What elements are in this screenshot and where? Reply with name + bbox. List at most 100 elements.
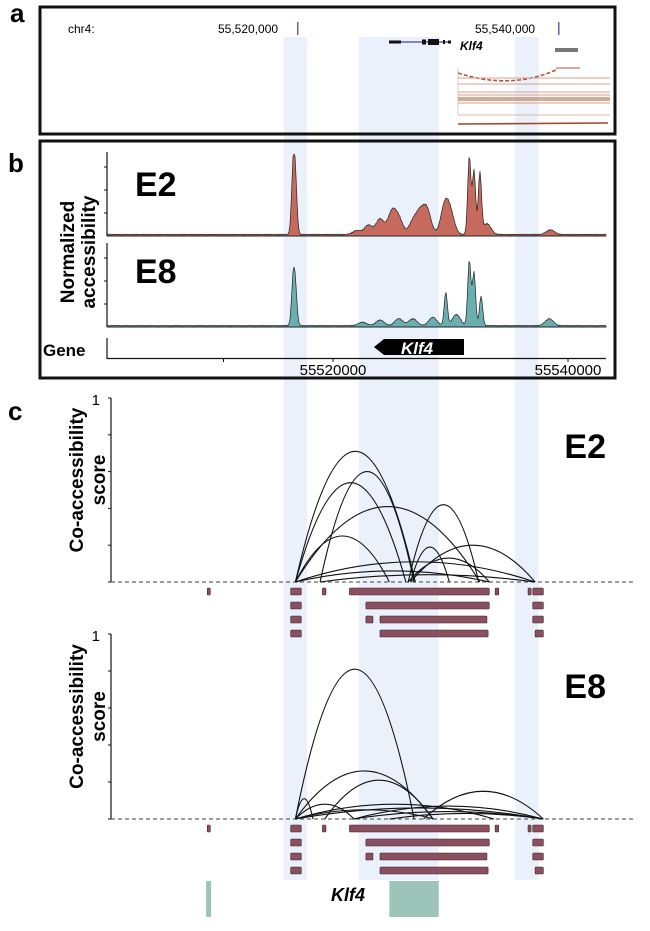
peak-block bbox=[494, 824, 499, 833]
coaccess-arc bbox=[410, 546, 450, 583]
peak-block bbox=[379, 866, 489, 875]
ylabel-line1: Normalized bbox=[58, 201, 79, 303]
peak-block bbox=[322, 824, 327, 833]
coaccess-ylabel: Co-accessibility score bbox=[67, 644, 110, 789]
peak-block bbox=[206, 587, 211, 596]
accessibility-profile-e8 bbox=[106, 261, 607, 328]
gene-model bbox=[389, 39, 451, 45]
gene-exon bbox=[443, 40, 445, 44]
condition-label: E2 bbox=[564, 428, 606, 466]
coaccess-arc bbox=[294, 668, 415, 820]
peak-block bbox=[532, 838, 544, 847]
ylabel-line2: score bbox=[89, 455, 110, 506]
coaccess-arc bbox=[295, 807, 544, 820]
coaccess-arc bbox=[410, 544, 536, 583]
peak-block bbox=[206, 824, 211, 833]
peak-block bbox=[290, 852, 302, 861]
peak-block bbox=[532, 824, 544, 833]
coaccess-arc bbox=[320, 574, 536, 583]
gene-exon bbox=[389, 40, 401, 44]
panel-a-letter: a bbox=[10, 0, 25, 28]
peak-block bbox=[290, 824, 302, 833]
coaccess-arc bbox=[294, 482, 407, 583]
gene-row-label: Gene bbox=[43, 341, 86, 360]
gene-exon-block bbox=[206, 881, 212, 917]
peak-block bbox=[365, 601, 490, 610]
coaccess-arc bbox=[324, 779, 434, 820]
panel-b-letter: b bbox=[8, 148, 24, 178]
peak-block bbox=[527, 824, 532, 833]
coaccess-arc bbox=[294, 798, 314, 820]
peak-block bbox=[532, 601, 544, 610]
peak-block bbox=[527, 587, 532, 596]
panel-b-frame bbox=[38, 139, 617, 380]
y-tick-label-top: 1 bbox=[92, 392, 100, 409]
transcript-tracks bbox=[457, 67, 610, 125]
x-ticks: 55520000 55540000 bbox=[223, 358, 602, 379]
highlight-bands bbox=[283, 37, 539, 880]
coord-label-1: 55,520,000 bbox=[218, 22, 278, 36]
coaccess-arc bbox=[295, 803, 495, 820]
gene-exon-block bbox=[389, 881, 439, 917]
x-tick-label: 55540000 bbox=[535, 362, 602, 379]
coaccess-arc bbox=[407, 504, 480, 583]
coaccess-ylabel: Co-accessibility score bbox=[67, 407, 110, 552]
chrom-label: chr4: bbox=[68, 22, 95, 36]
y-tick-label-top: 1 bbox=[92, 628, 100, 645]
peak-block bbox=[494, 587, 499, 596]
highlight-band bbox=[283, 37, 308, 880]
coaccess-arc bbox=[423, 790, 544, 820]
peak-block bbox=[290, 866, 302, 875]
highlight-band bbox=[358, 37, 439, 880]
peak-block bbox=[322, 587, 327, 596]
peak-block bbox=[290, 629, 302, 638]
panel-a-gene-label: Klf4 bbox=[460, 39, 483, 53]
track-label-e8: E8 bbox=[135, 253, 177, 291]
peak-block bbox=[365, 838, 490, 847]
peak-block bbox=[290, 601, 302, 610]
coaccess-arc bbox=[294, 535, 390, 583]
coaccess-arc bbox=[389, 812, 544, 820]
peak-block bbox=[290, 587, 302, 596]
gene-exon bbox=[422, 39, 426, 45]
gene-arrow-shape bbox=[374, 339, 464, 355]
coaccess-arc bbox=[353, 805, 544, 820]
coord-tick-2 bbox=[558, 22, 560, 35]
coaccess-arc bbox=[295, 561, 536, 583]
gene-exon bbox=[448, 40, 451, 44]
splice-junction-arc bbox=[457, 69, 557, 82]
ylabel-line2: score bbox=[89, 691, 110, 742]
coaccess-arc bbox=[295, 570, 490, 583]
highlight-band bbox=[515, 37, 539, 880]
gene-exon bbox=[428, 39, 439, 45]
coord-tick-1 bbox=[297, 22, 299, 35]
peak-block bbox=[532, 615, 544, 624]
accessibility-tracks bbox=[104, 152, 607, 328]
panel-b-ylabel: Normalized accessibility bbox=[58, 195, 100, 308]
transcript-line bbox=[457, 122, 609, 125]
peak-block bbox=[290, 838, 302, 847]
peak-block bbox=[365, 615, 374, 624]
peak-block bbox=[349, 824, 490, 833]
coaccess-arc bbox=[407, 557, 490, 583]
gene-arrow bbox=[374, 339, 464, 355]
panel-c-letter: c bbox=[8, 396, 22, 426]
panel-b-gene-label: Klf4 bbox=[401, 339, 434, 358]
bottom-gene-label: Klf4 bbox=[331, 885, 365, 905]
accessibility-profile-e2 bbox=[106, 153, 607, 237]
peak-block bbox=[532, 587, 544, 596]
peak-block bbox=[379, 615, 488, 624]
peak-block bbox=[379, 629, 489, 638]
peak-block bbox=[534, 629, 544, 638]
peak-block bbox=[379, 852, 488, 861]
peak-block bbox=[532, 852, 544, 861]
coaccessibility-plots: Co-accessibility score1E2Co-accessibility… bbox=[67, 392, 635, 875]
panel-a-frame bbox=[38, 5, 617, 136]
coord-label-2: 55,540,000 bbox=[475, 22, 535, 36]
coaccess-arc bbox=[295, 803, 355, 820]
bottom-gene-track bbox=[206, 881, 439, 917]
peak-block bbox=[290, 615, 302, 624]
